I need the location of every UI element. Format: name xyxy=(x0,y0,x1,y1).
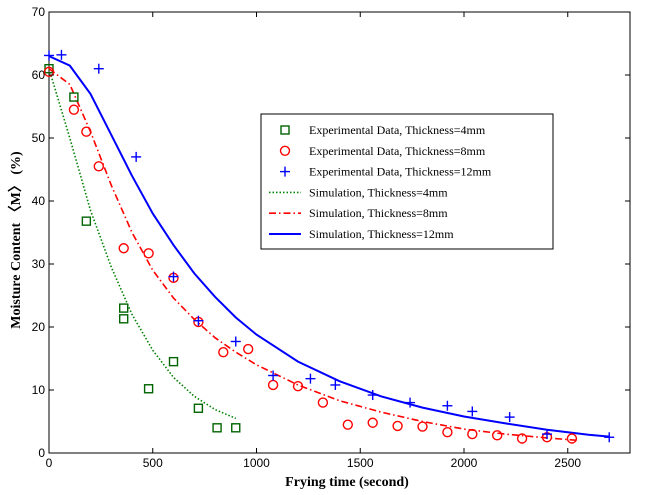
x-tick-label: 1000 xyxy=(243,456,270,470)
data-point xyxy=(330,379,341,390)
legend-label-5: Simulation, Thickness=12mm xyxy=(309,227,454,241)
data-point xyxy=(69,92,79,102)
series-markers-0 xyxy=(44,63,241,433)
y-tick-label: 50 xyxy=(32,131,46,145)
data-point xyxy=(504,412,515,423)
legend-label-3: Simulation, Thickness=4mm xyxy=(309,185,448,199)
data-point xyxy=(218,347,229,358)
plot-frame xyxy=(48,11,631,454)
data-point xyxy=(44,50,54,61)
data-point xyxy=(193,403,204,413)
data-point xyxy=(242,343,254,355)
data-point xyxy=(168,271,179,282)
plot-area xyxy=(48,11,631,454)
series-markers-1 xyxy=(43,66,578,444)
data-point xyxy=(93,161,105,172)
data-point xyxy=(268,370,279,381)
legend-swatch-0 xyxy=(280,125,290,135)
x-tick-label: 1500 xyxy=(347,456,374,470)
data-point xyxy=(231,423,241,433)
data-point xyxy=(118,303,129,313)
data-point xyxy=(131,151,142,162)
data-point xyxy=(93,63,104,74)
series-line-4 xyxy=(48,68,579,442)
y-tick-label: 60 xyxy=(32,68,46,82)
data-point xyxy=(143,248,154,259)
x-tick-label: 500 xyxy=(143,456,163,470)
data-point xyxy=(292,381,304,392)
legend-label-4: Simulation, Thickness=8mm xyxy=(309,206,448,220)
y-tick-label: 70 xyxy=(32,5,46,19)
data-point xyxy=(305,373,316,384)
legend-label-0: Experimental Data, Thickness=4mm xyxy=(309,123,486,137)
data-point xyxy=(193,315,204,326)
series-markers-2 xyxy=(44,49,615,443)
data-point xyxy=(267,379,279,391)
legend-label-1: Experimental Data, Thickness=8mm xyxy=(309,144,486,158)
data-point xyxy=(405,397,416,408)
data-point xyxy=(467,428,478,440)
data-point xyxy=(81,216,92,226)
legend: Experimental Data, Thickness=4mm Experime… xyxy=(260,113,554,250)
data-point xyxy=(442,400,453,411)
data-point xyxy=(417,421,428,432)
data-point xyxy=(604,432,615,443)
x-tick-label: 2500 xyxy=(554,456,581,470)
legend-swatch-1 xyxy=(279,145,291,157)
data-point xyxy=(542,429,552,440)
data-point xyxy=(566,433,578,444)
y-tick-label: 20 xyxy=(32,320,46,334)
data-point xyxy=(392,420,403,432)
data-point xyxy=(68,104,80,115)
y-tick-label: 40 xyxy=(32,194,46,208)
data-point xyxy=(230,336,241,347)
data-point xyxy=(43,66,55,78)
data-point xyxy=(143,384,154,394)
data-point xyxy=(516,433,528,444)
data-point xyxy=(442,427,453,438)
x-tick-label: 0 xyxy=(46,456,53,470)
y-tick-label: 10 xyxy=(32,383,46,397)
data-point xyxy=(317,397,329,408)
data-point xyxy=(118,314,129,324)
series-layer xyxy=(43,49,615,444)
data-point xyxy=(367,417,378,428)
data-point xyxy=(81,126,92,137)
series-line-3 xyxy=(48,68,237,420)
y-axis-title: Moisture Content 〈M〉 (%) xyxy=(8,151,24,329)
y-tick-label: 0 xyxy=(38,446,45,460)
data-point xyxy=(342,419,353,430)
data-point xyxy=(56,49,67,60)
x-axis-title: Frying time (second) xyxy=(285,475,409,490)
data-point xyxy=(492,430,503,441)
data-point xyxy=(212,423,222,433)
data-point xyxy=(168,356,179,367)
tick-layer: 0 500 1000 1500 2000 2500 0 10 20 30 40 50 60 70 xyxy=(32,5,630,470)
data-point xyxy=(467,406,478,417)
y-tick-label: 30 xyxy=(32,257,46,271)
x-tick-label: 2000 xyxy=(451,456,478,470)
legend-label-2: Experimental Data, Thickness=12mm xyxy=(309,165,492,179)
series-line-5 xyxy=(48,55,610,438)
data-point xyxy=(118,243,129,254)
legend-box xyxy=(260,113,554,250)
legend-swatch-2 xyxy=(280,166,290,177)
data-point xyxy=(367,390,378,401)
